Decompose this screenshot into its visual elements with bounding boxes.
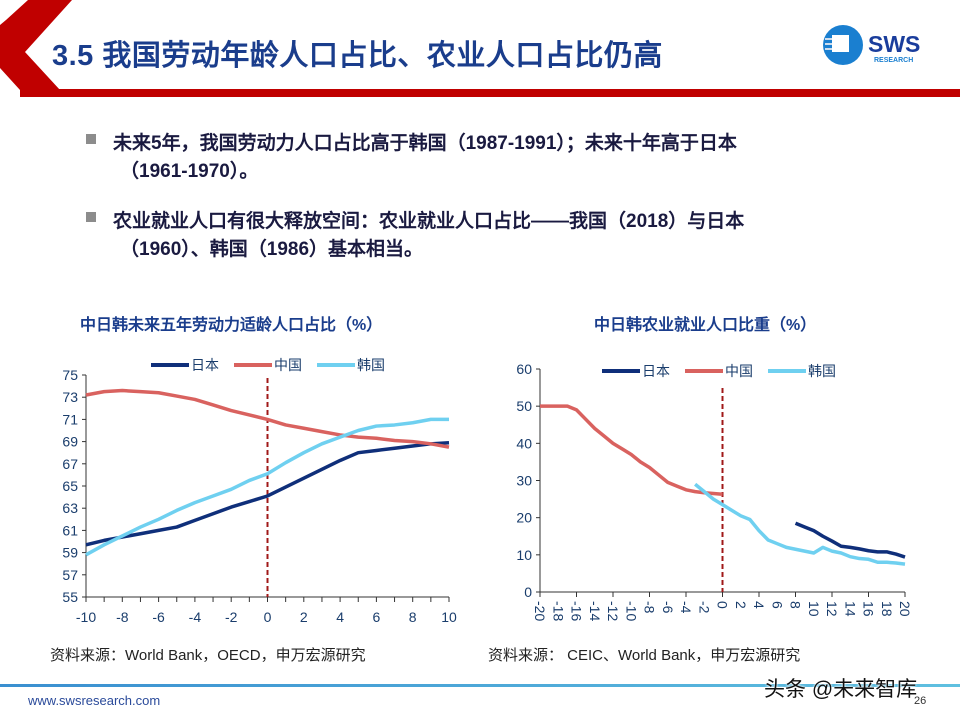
series-line-2 bbox=[694, 482, 906, 566]
x-tick-label: 14 bbox=[842, 601, 858, 617]
legend-label: 日本 bbox=[642, 363, 670, 379]
legend-label: 日本 bbox=[191, 357, 219, 373]
logo-subtext: RESEARCH bbox=[874, 57, 913, 64]
y-tick-label: 30 bbox=[516, 473, 532, 489]
x-tick-label: 4 bbox=[336, 609, 344, 625]
x-tick-label: 6 bbox=[769, 601, 785, 609]
footer-rule bbox=[0, 684, 960, 687]
y-tick-label: 0 bbox=[524, 584, 532, 600]
x-tick-label: -16 bbox=[569, 601, 585, 621]
sws-logo: SWS RESEARCH bbox=[823, 25, 920, 65]
chart-1-title: 中日韩未来五年劳动力适龄人口占比（%） bbox=[80, 317, 383, 334]
bullet-1-line-1: 未来5年，我国劳动力人口占比高于韩国（1987-1991）；未来十年高于日本 bbox=[113, 133, 737, 154]
bullet-marker bbox=[86, 134, 96, 144]
x-tick-label: -2 bbox=[696, 601, 712, 614]
chart-1-source: 资料来源：World Bank，OECD，申万宏源研究 bbox=[50, 647, 366, 664]
x-tick-label: -18 bbox=[550, 601, 566, 621]
x-tick-label: 8 bbox=[788, 601, 804, 609]
footer-url[interactable]: www.swsresearch.com bbox=[28, 693, 161, 708]
x-tick-label: 4 bbox=[751, 601, 767, 609]
y-tick-label: 50 bbox=[516, 398, 532, 414]
logo-text: SWS bbox=[868, 31, 920, 57]
y-tick-label: 69 bbox=[62, 434, 78, 450]
y-tick-label: 75 bbox=[62, 367, 78, 383]
x-tick-label: -2 bbox=[225, 609, 238, 625]
legend-label: 中国 bbox=[274, 357, 302, 373]
chart-2-source: 资料来源： CEIC、World Bank，申万宏源研究 bbox=[488, 647, 801, 664]
bullet-marker bbox=[86, 212, 96, 222]
x-tick-label: 0 bbox=[264, 609, 272, 625]
y-tick-label: 40 bbox=[516, 435, 532, 451]
x-tick-label: -14 bbox=[587, 601, 603, 621]
x-tick-label: 20 bbox=[897, 601, 913, 617]
x-tick-label: 8 bbox=[409, 609, 417, 625]
y-tick-label: 59 bbox=[62, 545, 78, 561]
legend-label: 韩国 bbox=[357, 357, 385, 373]
bullet-2-line-2: （1960）、韩国（1986）基本相当。 bbox=[120, 239, 424, 260]
series-line-0 bbox=[85, 440, 450, 547]
series-line-2 bbox=[85, 417, 449, 557]
y-tick-label: 65 bbox=[62, 478, 78, 494]
x-tick-label: -12 bbox=[605, 601, 621, 621]
bullet-2-line-1: 农业就业人口有很大释放空间：农业就业人口占比——我国（2018）与日本 bbox=[113, 211, 745, 232]
bullet-1-line-2: （1961-1970）。 bbox=[120, 161, 259, 182]
y-tick-label: 57 bbox=[62, 567, 78, 583]
x-tick-label: 6 bbox=[373, 609, 381, 625]
x-tick-label: 2 bbox=[733, 601, 749, 609]
x-tick-label: -10 bbox=[76, 609, 96, 625]
watermark: 头条 @未来智库 bbox=[764, 678, 918, 701]
x-tick-label: 10 bbox=[441, 609, 457, 625]
x-tick-label: -8 bbox=[116, 609, 129, 625]
header-rule bbox=[20, 89, 960, 97]
red-chevron bbox=[0, 0, 72, 90]
x-tick-label: 18 bbox=[879, 601, 895, 617]
legend-label: 中国 bbox=[725, 363, 753, 379]
x-tick-label: -20 bbox=[532, 601, 548, 621]
y-tick-label: 61 bbox=[62, 522, 78, 538]
x-tick-label: 10 bbox=[806, 601, 822, 617]
x-tick-label: 16 bbox=[861, 601, 877, 617]
y-tick-label: 10 bbox=[516, 547, 532, 563]
y-tick-label: 67 bbox=[62, 456, 78, 472]
x-tick-label: 2 bbox=[300, 609, 308, 625]
y-tick-label: 73 bbox=[62, 389, 78, 405]
series-line-1 bbox=[85, 388, 450, 449]
legend-label: 韩国 bbox=[808, 363, 836, 379]
x-tick-label: -8 bbox=[642, 601, 658, 614]
page-number: 26 bbox=[914, 695, 927, 707]
x-tick-label: -4 bbox=[678, 601, 694, 614]
x-tick-label: -4 bbox=[189, 609, 202, 625]
chart-2-title: 中日韩农业就业人口比重（%） bbox=[594, 317, 817, 334]
y-tick-label: 60 bbox=[516, 361, 532, 377]
x-tick-label: -10 bbox=[623, 601, 639, 621]
x-tick-label: -6 bbox=[152, 609, 165, 625]
x-tick-label: 12 bbox=[824, 601, 840, 617]
header-decoration: SWS RESEARCH bbox=[0, 0, 960, 97]
x-tick-label: 0 bbox=[715, 601, 731, 609]
y-tick-label: 63 bbox=[62, 500, 78, 516]
y-tick-label: 20 bbox=[516, 510, 532, 526]
chart-labor-age-share: 55 57 59 61 63 65 67 69 71 73 75 -10 -8 -6 -4 -2 0 2 4 6 8 10… bbox=[62, 357, 457, 625]
series-line-1 bbox=[540, 404, 723, 496]
page-title: 3.5 我国劳动年龄人口占比、农业人口占比仍高 bbox=[52, 40, 663, 72]
y-tick-label: 55 bbox=[62, 589, 78, 605]
y-tick-label: 71 bbox=[62, 411, 78, 427]
x-tick-label: -6 bbox=[660, 601, 676, 614]
series-line-0 bbox=[794, 521, 906, 559]
